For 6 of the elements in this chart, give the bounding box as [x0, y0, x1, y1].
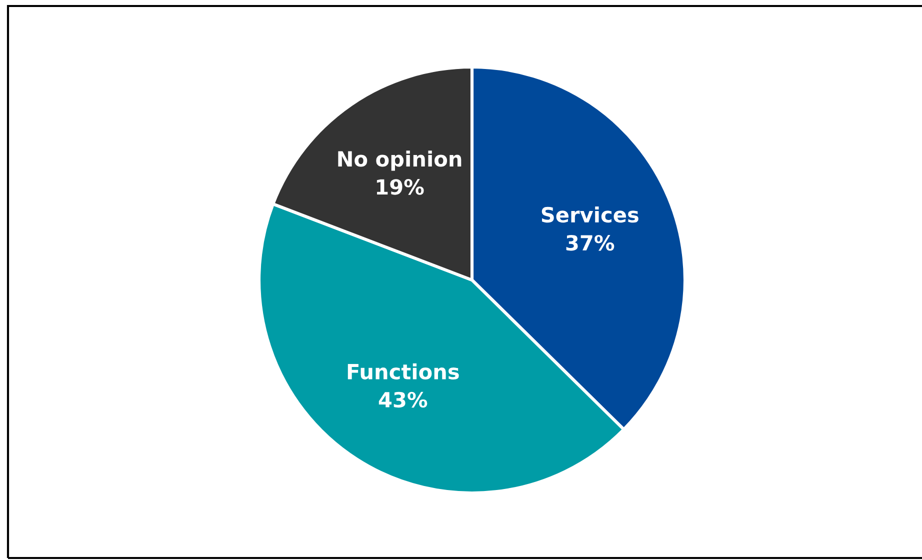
slice-label: No opinion [338, 150, 462, 171]
slice-label: Services [542, 206, 638, 223]
data-label: 43% [378, 392, 428, 408]
data-label: 19% [376, 179, 424, 195]
slice-label: Functions [348, 363, 459, 380]
data-label: 37% [566, 234, 614, 251]
